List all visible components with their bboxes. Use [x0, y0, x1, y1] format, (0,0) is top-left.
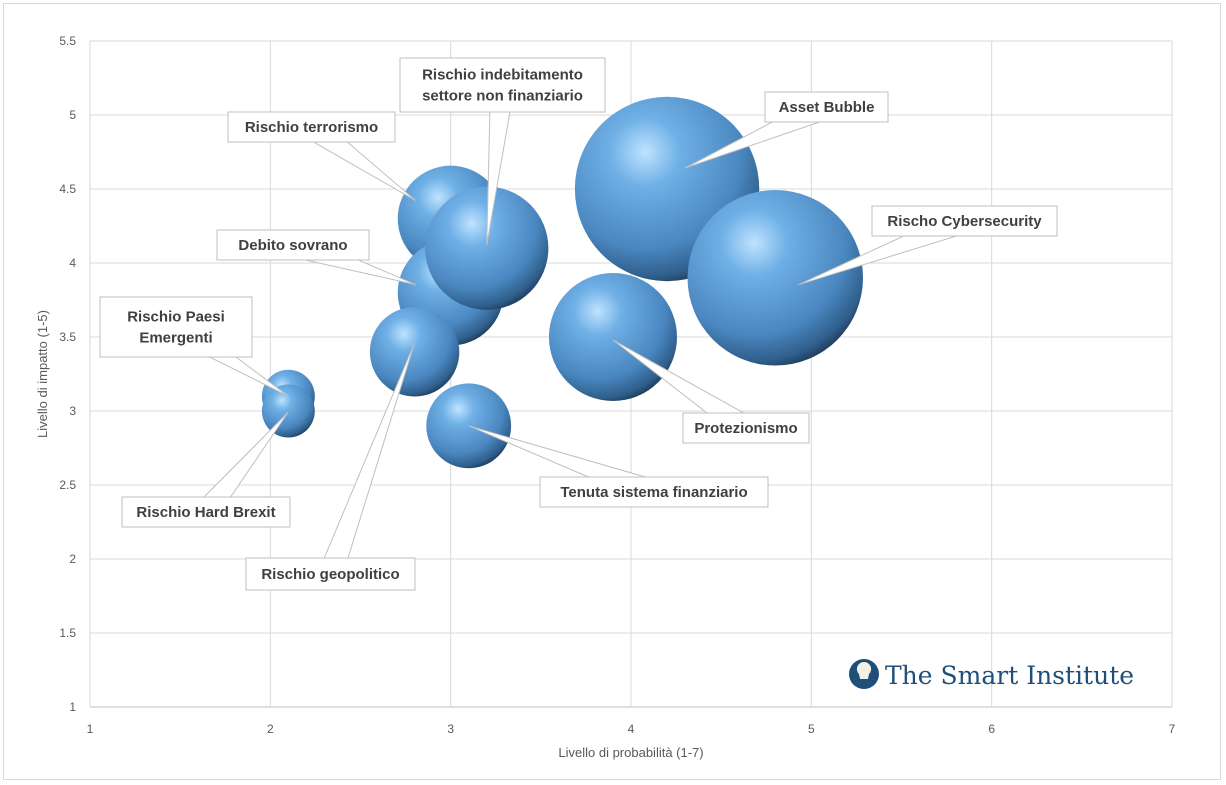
data-label-callout: Tenuta sistema finanziario	[468, 425, 769, 508]
callout-box	[99, 296, 253, 358]
y-tick-label: 1	[69, 700, 76, 714]
y-tick-label: 2.5	[59, 478, 76, 492]
callout-pointer	[318, 342, 416, 579]
callout-box	[227, 111, 396, 143]
data-label-callout: Asset Bubble	[684, 91, 889, 169]
y-tick-label: 3.5	[59, 330, 76, 344]
data-label: Rischio indebitamento	[422, 67, 583, 84]
x-axis-label: Livello di probabilità (1-7)	[558, 745, 703, 760]
y-tick-label: 3	[69, 404, 76, 418]
data-label: Protezionismo	[694, 420, 797, 437]
data-label: Rischio Paesi	[127, 309, 225, 326]
data-label-callout: Protezionismo	[612, 339, 810, 444]
bubble	[369, 307, 460, 397]
bubble	[548, 272, 677, 402]
x-tick-label: 1	[87, 722, 94, 736]
callout-box	[539, 476, 769, 508]
data-label: settore non finanziario	[422, 88, 583, 105]
y-tick-label: 4	[69, 256, 76, 270]
callout-box	[764, 91, 889, 123]
data-label-callout: Debito sovrano	[216, 229, 416, 286]
y-tick-label: 5	[69, 108, 76, 122]
data-label-callout: Rischio geopolitico	[245, 342, 416, 591]
y-tick-label: 2	[69, 552, 76, 566]
y-tick-label: 5.5	[59, 34, 76, 48]
x-tick-label: 5	[808, 722, 815, 736]
callout-box	[121, 496, 291, 528]
data-label: Debito sovrano	[238, 237, 347, 254]
bubble	[425, 186, 549, 310]
x-tick-label: 3	[447, 722, 454, 736]
data-label-callout: Rischo Cybersecurity	[798, 205, 1058, 286]
data-label: Rischio geopolitico	[261, 566, 399, 583]
x-tick-label: 6	[988, 722, 995, 736]
x-tick-label: 7	[1169, 722, 1176, 736]
data-label: Asset Bubble	[779, 99, 875, 116]
x-tick-label: 4	[628, 722, 635, 736]
callout-box	[216, 229, 370, 261]
callout-box	[682, 412, 810, 444]
x-tick-label: 2	[267, 722, 274, 736]
y-tick-label: 1.5	[59, 626, 76, 640]
callout-box	[245, 557, 416, 591]
callout-box	[871, 205, 1058, 237]
chart-frame	[3, 3, 1221, 780]
logo: The Smart Institute	[849, 659, 1134, 690]
logo-text: The Smart Institute	[885, 661, 1134, 690]
data-label-callout: Rischio Paesi Emergenti	[99, 296, 289, 397]
callout-box	[399, 57, 606, 113]
data-label: Emergenti	[139, 330, 212, 347]
data-label: Tenuta sistema finanziario	[560, 484, 747, 501]
data-label: Rischio Hard Brexit	[136, 504, 275, 521]
data-label: Rischo Cybersecurity	[887, 213, 1042, 230]
data-label-callout: Rischio Hard Brexit	[121, 411, 291, 528]
data-label-callout: Rischio indebitamento settore non finanzi…	[399, 57, 606, 246]
bubble	[687, 190, 864, 366]
y-axis-label: Livello di impatto (1-5)	[35, 310, 50, 438]
data-label: Rischio terrorismo	[245, 119, 378, 136]
y-tick-label: 4.5	[59, 182, 76, 196]
data-label-callout: Rischio terrorismo	[227, 111, 416, 202]
bubble	[261, 384, 315, 438]
